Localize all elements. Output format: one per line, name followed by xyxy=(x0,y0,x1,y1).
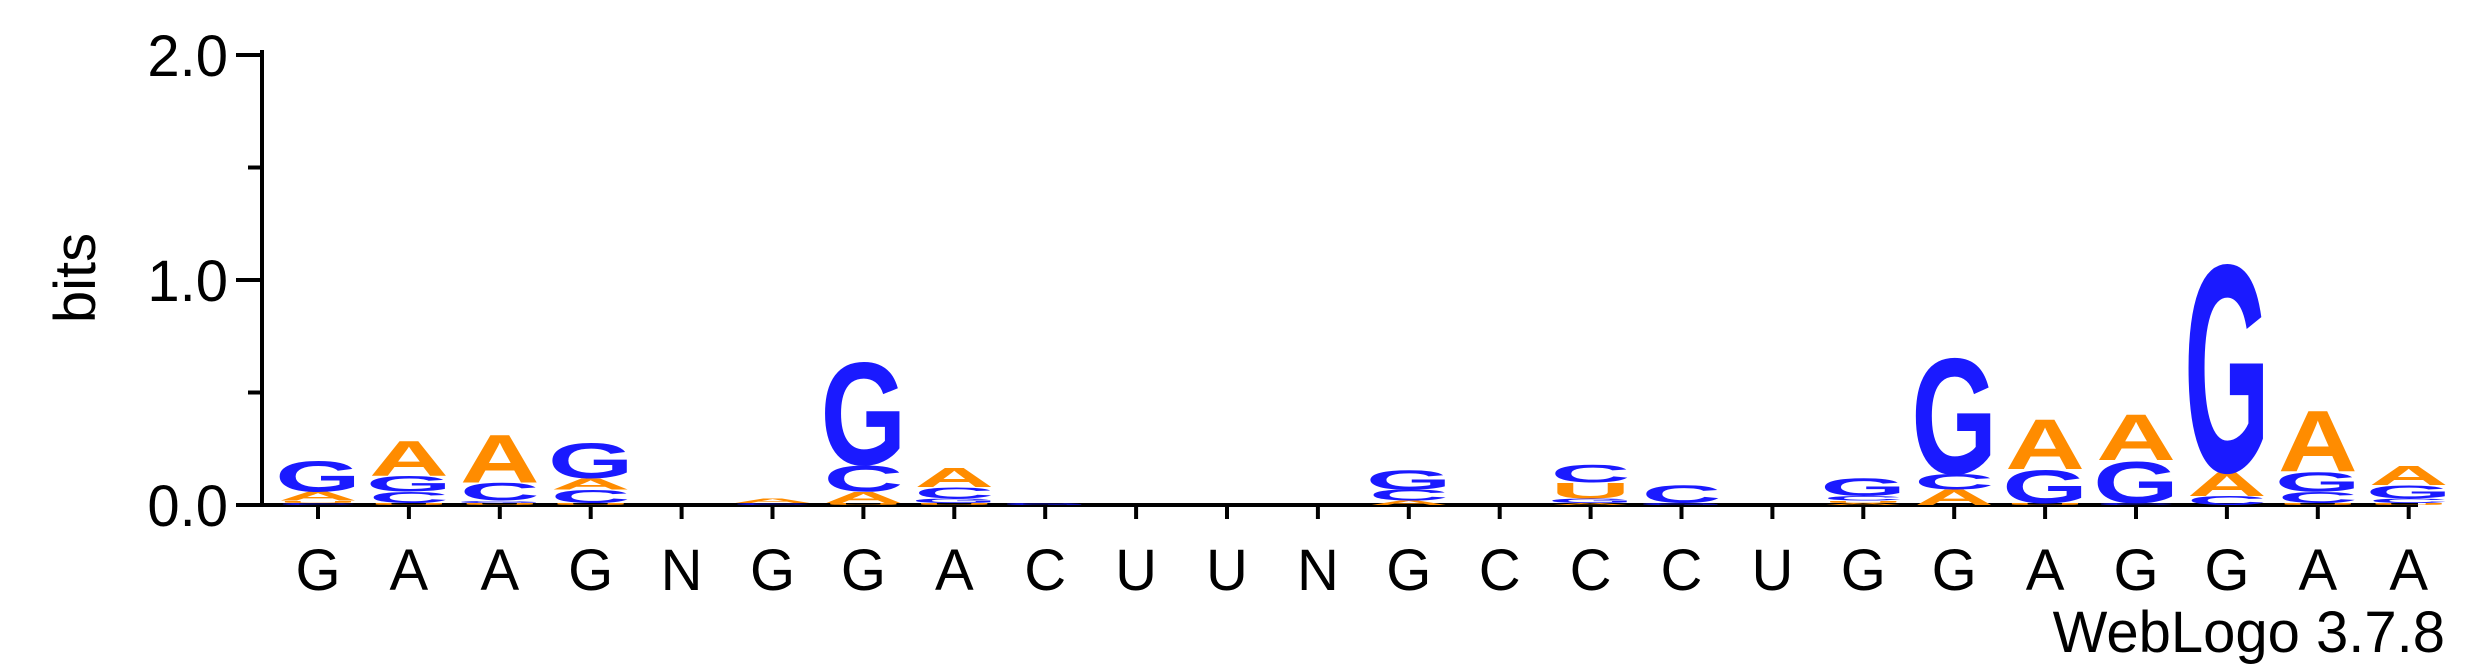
logo-letter-G: G xyxy=(1002,502,1088,506)
logo-letter-U: U xyxy=(278,500,358,504)
logo-letter-A: A xyxy=(1369,499,1449,506)
logo-letter-A: A xyxy=(1551,502,1631,506)
logo-letter-C: C xyxy=(1551,460,1631,488)
logo-letter-A: A xyxy=(733,497,813,504)
x-tick-label: A xyxy=(935,538,974,603)
logo-letter-A: A xyxy=(914,462,994,493)
logo-letter-A: A xyxy=(460,421,540,497)
logo-letter-G: G xyxy=(2002,460,2088,513)
logo-letter-G: G xyxy=(911,497,997,504)
x-tick-label: A xyxy=(2026,538,2065,603)
x-tick-label: C xyxy=(1661,538,1703,603)
logo-letter-A: A xyxy=(2369,460,2449,491)
logo-letter-G: G xyxy=(2184,203,2270,534)
y-tick-label: 2.0 xyxy=(147,24,228,89)
logo-letter-C: C xyxy=(2096,502,2176,506)
x-tick-label: G xyxy=(1386,538,1431,603)
logo-letter-U: U xyxy=(914,502,994,506)
x-tick-label: G xyxy=(2204,538,2249,603)
logo-letter-A: A xyxy=(2278,393,2358,491)
x-tick-label: U xyxy=(1115,538,1157,603)
x-tick-label: N xyxy=(661,538,703,603)
logo-letter-C: C xyxy=(1823,495,1903,502)
logo-letter-U: U xyxy=(551,502,631,506)
y-axis-label: bits xyxy=(43,233,108,323)
logo-letter-C: C xyxy=(460,478,540,506)
logo-letter-A: A xyxy=(2005,404,2085,484)
y-tick-label: 0.0 xyxy=(147,474,228,539)
logo-letter-U: U xyxy=(2278,502,2358,506)
x-tick-label: A xyxy=(2298,538,2337,603)
logo-letter-A: A xyxy=(369,431,449,486)
x-tick-label: G xyxy=(2113,538,2158,603)
x-tick-label: G xyxy=(1932,538,1977,603)
logo-letter-U: U xyxy=(1551,478,1631,502)
x-tick-label: C xyxy=(1024,538,1066,603)
logo-letter-U: U xyxy=(2005,502,2085,506)
y-axis: bits xyxy=(43,50,264,505)
x-tick-label: A xyxy=(480,538,519,603)
logo-letter-C: C xyxy=(1369,486,1449,503)
logo-letter-C: C xyxy=(369,489,449,506)
x-tick-label: A xyxy=(2389,538,2428,603)
x-tick-label: N xyxy=(1297,538,1339,603)
y-ticks: 0.0 1.0 2.0 xyxy=(147,24,262,539)
logo-letter-G: G xyxy=(1820,473,1906,501)
logo-letter-U: U xyxy=(460,502,540,506)
logo-letter-A: A xyxy=(824,489,904,506)
logo-letter-C: C xyxy=(551,486,631,507)
x-tick-label: G xyxy=(568,538,613,603)
logo-letter-G: G xyxy=(457,500,543,504)
x-tick-label: C xyxy=(1570,538,1612,603)
logo-letter-U: U xyxy=(369,502,449,506)
logo-letter-C: C xyxy=(733,502,813,506)
weblogo-credit: WebLogo 3.7.8 xyxy=(2053,600,2445,665)
logo-letter-U: U xyxy=(824,502,904,506)
logo-letter-G: G xyxy=(1639,502,1725,506)
logo-letter-C: C xyxy=(2369,497,2449,504)
logo-letter-G: G xyxy=(2366,481,2452,502)
logo-letter-G: G xyxy=(1911,324,1997,509)
logo-letter-A: A xyxy=(2187,465,2267,503)
y-tick-label: 1.0 xyxy=(147,249,228,314)
logo-letter-G: G xyxy=(548,434,634,489)
logo-letter-C: C xyxy=(2278,489,2358,506)
x-tick-label: G xyxy=(841,538,886,603)
logo-letter-A: A xyxy=(1823,502,1903,506)
x-tick-label: U xyxy=(1206,538,1248,603)
logo-letter-C: C xyxy=(1914,469,1994,493)
logo-letter-A: A xyxy=(551,475,631,492)
logo-letter-C: C xyxy=(914,484,994,501)
logo-letter-C: C xyxy=(1642,480,1722,508)
logo-letter-G: G xyxy=(1548,497,1634,504)
logo-letter-U: U xyxy=(2369,502,2449,506)
logo-letter-G: G xyxy=(366,472,452,496)
logo-letter-A: A xyxy=(2096,401,2176,474)
x-tick-label: G xyxy=(1841,538,1886,603)
x-tick-label: G xyxy=(750,538,795,603)
logo-letter-C: C xyxy=(824,458,904,500)
x-tick-label: C xyxy=(1479,538,1521,603)
logo-letter-A: A xyxy=(278,489,358,503)
logo-letter-U: U xyxy=(1823,500,1903,504)
x-tick-label: U xyxy=(1751,538,1793,603)
logo-letter-G: G xyxy=(275,452,361,501)
x-tick-label: A xyxy=(390,538,429,603)
logo-letter-G: G xyxy=(821,331,907,496)
logo-letter-G: G xyxy=(2275,466,2361,497)
logo-letter-A: A xyxy=(1914,485,1994,509)
logo-letter-C: C xyxy=(2187,494,2267,508)
logo-letter-G: G xyxy=(2093,449,2179,515)
logo-letter-G: G xyxy=(1366,464,1452,495)
logo-letter-C: C xyxy=(278,502,358,506)
x-tick-label: G xyxy=(295,538,340,603)
